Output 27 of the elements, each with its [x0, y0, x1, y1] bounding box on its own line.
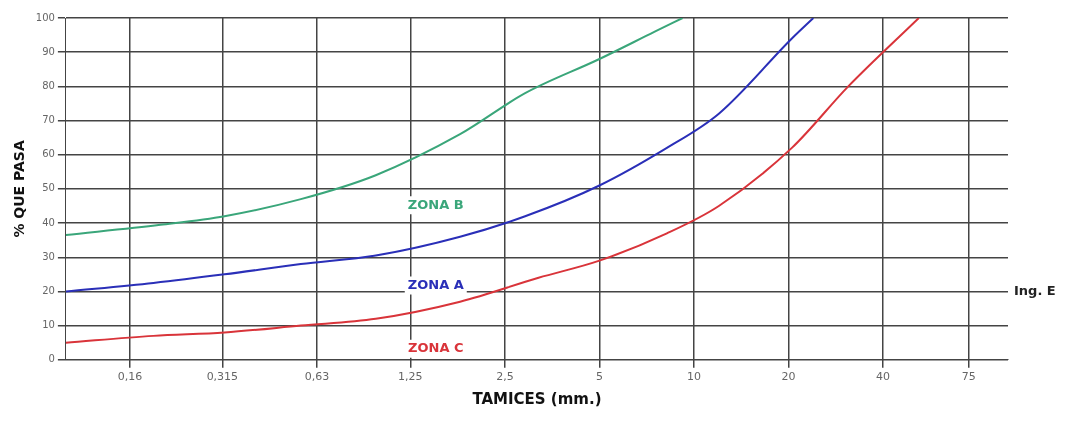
- x-tick-label: 20: [781, 370, 796, 384]
- x-tick-label: 5: [595, 370, 603, 384]
- y-tick-label: 70: [42, 114, 55, 126]
- y-tick-label: 100: [35, 11, 55, 23]
- x-tick-label: 40: [876, 370, 891, 384]
- x-axis-title: TAMICES (mm.): [472, 389, 602, 408]
- y-tick-label: 80: [42, 79, 55, 91]
- y-tick-label: 20: [42, 285, 55, 297]
- y-tick-label: 60: [42, 148, 55, 160]
- x-tick-label: 0,315: [206, 370, 239, 384]
- x-tick-label: 1,25: [398, 370, 423, 384]
- y-tick-label: 0: [48, 353, 55, 365]
- x-tick-label: 75: [961, 370, 976, 384]
- x-tick-label: 10: [686, 370, 701, 384]
- x-tick-label: 2,5: [496, 370, 514, 384]
- y-tick-label: 90: [42, 45, 55, 57]
- text: ZONA B: [407, 196, 464, 212]
- y-axis-title: % QUE PASA: [11, 140, 28, 238]
- text: Ing. E: [1014, 282, 1056, 298]
- y-tick-label: 40: [42, 216, 55, 228]
- x-tick-label: 0,63: [304, 370, 330, 384]
- x-tick-label: 0,16: [117, 370, 143, 384]
- text: ZONA C: [408, 340, 464, 356]
- y-tick-label: 10: [42, 319, 55, 331]
- text: ZONA A: [407, 276, 464, 292]
- y-tick-label: 30: [42, 250, 55, 262]
- y-tick-label: 50: [42, 182, 55, 194]
